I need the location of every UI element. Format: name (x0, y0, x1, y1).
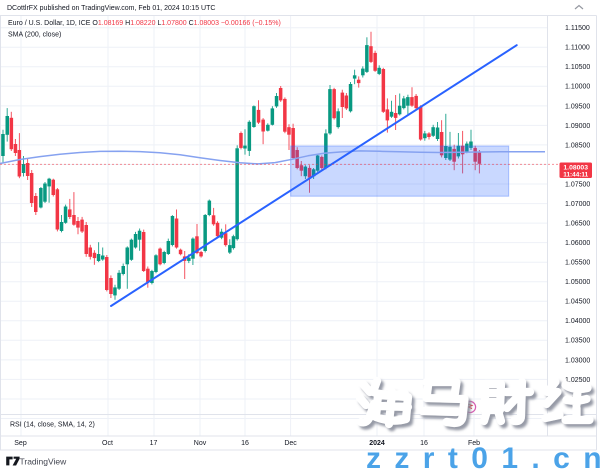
svg-text:16: 16 (420, 440, 428, 447)
svg-text:1.10000: 1.10000 (565, 84, 590, 91)
svg-text:SMA (200, close): SMA (200, close) (8, 32, 61, 39)
svg-text:1.02500: 1.02500 (565, 377, 590, 384)
svg-text:1.06000: 1.06000 (565, 240, 590, 247)
svg-text:1.04000: 1.04000 (565, 318, 590, 325)
svg-text:1.11500: 1.11500 (565, 25, 590, 32)
svg-text:1.07000: 1.07000 (565, 201, 590, 208)
svg-text:RSI (14, close, SMA, 14, 2): RSI (14, close, SMA, 14, 2) (10, 422, 95, 429)
svg-text:11:44:11: 11:44:11 (563, 171, 588, 178)
svg-text:Oct: Oct (102, 440, 113, 447)
svg-text:1.11000: 1.11000 (565, 45, 590, 52)
svg-text:Feb: Feb (468, 440, 480, 447)
svg-text:Nov: Nov (194, 440, 207, 447)
svg-text:1.03000: 1.03000 (565, 357, 590, 364)
svg-text:Sep: Sep (14, 440, 27, 447)
svg-text:zzrt01.cn: zzrt01.cn (366, 442, 602, 470)
svg-text:16: 16 (241, 440, 249, 447)
svg-text:Euro / U.S. Dollar, 1D, ICE O1: Euro / U.S. Dollar, 1D, ICE O1.08169 H1.… (8, 20, 281, 27)
svg-text:1.09000: 1.09000 (565, 123, 590, 130)
svg-text:1.06500: 1.06500 (565, 221, 590, 228)
svg-text:1.07500: 1.07500 (565, 181, 590, 188)
svg-text:1.05500: 1.05500 (565, 260, 590, 267)
svg-text:1.03500: 1.03500 (565, 338, 590, 345)
svg-text:1.08003: 1.08003 (563, 164, 588, 171)
svg-text:TradingView: TradingView (20, 457, 68, 467)
svg-text:DCottlrFX published on Trading: DCottlrFX published on TradingView.com, … (7, 5, 215, 12)
svg-text:1.08500: 1.08500 (565, 142, 590, 149)
svg-text:1.10500: 1.10500 (565, 64, 590, 71)
svg-text:2024: 2024 (369, 440, 385, 447)
svg-text:1.09500: 1.09500 (565, 103, 590, 110)
svg-text:17: 17 (150, 440, 158, 447)
svg-text:1.04500: 1.04500 (565, 299, 590, 306)
svg-text:1.05000: 1.05000 (565, 279, 590, 286)
svg-text:Dec: Dec (284, 440, 297, 447)
